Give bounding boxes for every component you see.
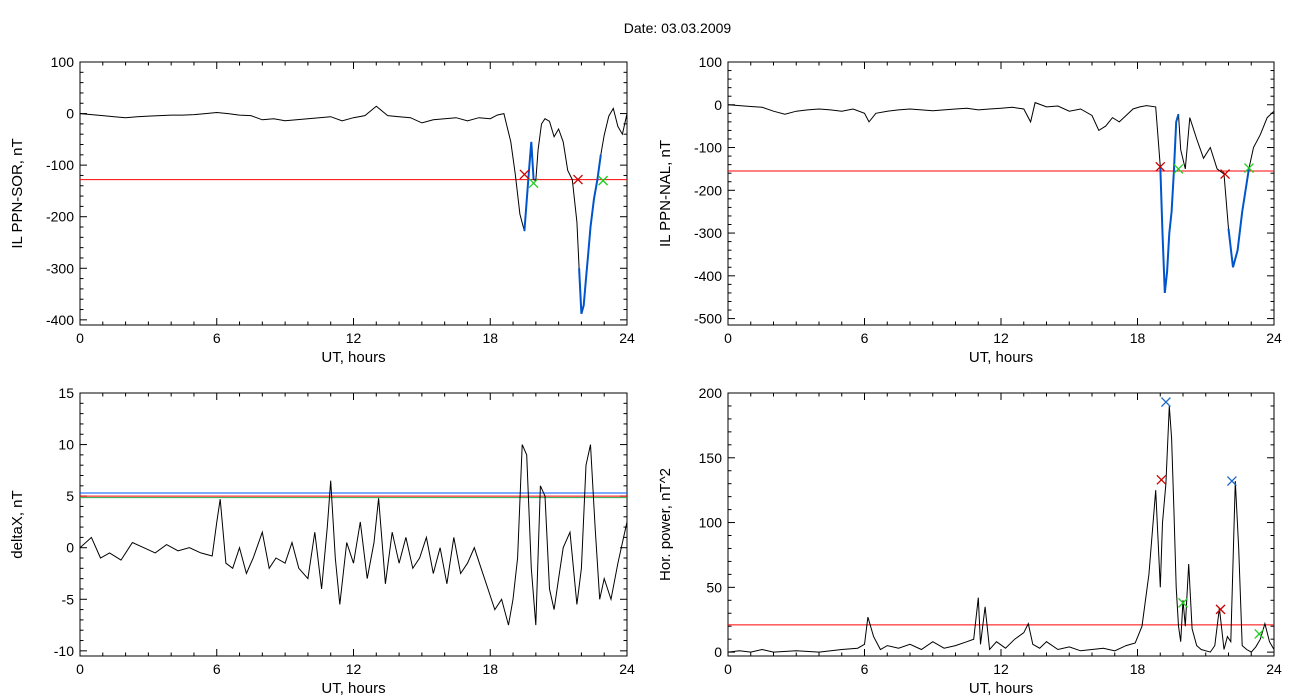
- plot-frame: [727, 392, 1275, 657]
- x-tick-label: 18: [1130, 330, 1146, 346]
- y-tick-label: -300: [694, 225, 722, 241]
- y-tick-label: 100: [699, 54, 723, 70]
- x-axis-label: UT, hours: [321, 349, 385, 366]
- plot-frame: [727, 61, 1275, 326]
- marker-red: [573, 174, 583, 185]
- x-tick-label: 24: [619, 661, 635, 677]
- marker-red: [519, 169, 530, 180]
- y-axis-label: IL PPN-SOR, nT: [9, 138, 26, 248]
- highlight-segment: [1159, 113, 1180, 294]
- marker-red: [1155, 161, 1166, 172]
- y-tick-label: -200: [46, 209, 74, 225]
- marker-green: [598, 175, 609, 186]
- x-tick-label: 18: [482, 330, 498, 346]
- y-tick-label: 200: [699, 385, 723, 401]
- y-tick-label: -10: [54, 643, 74, 659]
- plot-frame: [79, 61, 628, 326]
- x-tick-label: 6: [213, 330, 221, 346]
- marker-red: [1220, 169, 1231, 180]
- x-tick-label: 0: [76, 330, 84, 346]
- y-tick-label: -500: [694, 311, 722, 327]
- x-tick-label: 0: [724, 661, 732, 677]
- y-tick-label: 0: [66, 540, 74, 556]
- y-tick-label: -100: [46, 157, 74, 173]
- y-axis-label: IL PPN-NAL, nT: [657, 140, 674, 247]
- y-axis-label: deltaX, nT: [9, 490, 26, 558]
- marker-blue: [1226, 476, 1237, 487]
- x-axis-label: UT, hours: [969, 349, 1033, 366]
- series-line: [727, 405, 1275, 653]
- marker-green: [1173, 163, 1184, 174]
- page-title: Date: 03.03.2009: [623, 20, 732, 36]
- highlight-segment: [1227, 167, 1250, 268]
- x-tick-label: 18: [1130, 661, 1146, 677]
- x-tick-label: 12: [993, 330, 1009, 346]
- series-line: [727, 101, 1275, 293]
- marker-green: [1244, 163, 1254, 174]
- marker-green: [528, 178, 539, 189]
- x-tick-label: 12: [346, 330, 362, 346]
- highlight-segment: [578, 154, 602, 314]
- x-tick-label: 6: [213, 661, 221, 677]
- y-tick-label: -100: [694, 140, 722, 156]
- y-tick-label: 100: [699, 515, 723, 531]
- marker-green: [1254, 629, 1265, 639]
- plot-il-ppn-nal: 0 6 12 18 24 100 0 -100 -200 -300 -400 -500 UT, hour…: [657, 54, 1282, 366]
- marker-red: [1156, 474, 1167, 485]
- x-axis-label: UT, hours: [969, 680, 1033, 697]
- y-tick-label: 100: [51, 54, 75, 70]
- marker-red: [1215, 604, 1226, 615]
- x-tick-label: 24: [1266, 330, 1282, 346]
- highlight-segment: [523, 141, 535, 232]
- plot-il-ppn-sor: 0 6 12 18 24 100 0 -100 -200 -300 -400 UT, hours IL …: [9, 54, 635, 366]
- y-tick-label: 5: [66, 488, 74, 504]
- x-tick-label: 0: [76, 661, 84, 677]
- y-tick-label: 0: [714, 97, 722, 113]
- y-tick-label: -300: [46, 260, 74, 276]
- y-tick-label: 50: [706, 579, 722, 595]
- y-tick-label: 0: [66, 106, 74, 122]
- x-tick-label: 6: [861, 330, 869, 346]
- series-line: [79, 105, 628, 314]
- y-tick-label: -200: [694, 182, 722, 198]
- plot-hor-power: 0 6 12 18 24 200 150 100 50 0 UT, hours Hor. power,…: [657, 385, 1282, 697]
- y-axis-label: Hor. power, nT^2: [657, 468, 674, 581]
- y-tick-label: -400: [694, 268, 722, 284]
- x-tick-label: 12: [993, 661, 1009, 677]
- x-axis-label: UT, hours: [321, 680, 385, 697]
- y-tick-label: -5: [62, 591, 75, 607]
- x-tick-label: 12: [346, 661, 362, 677]
- marker-blue: [1160, 397, 1171, 408]
- y-tick-label: -400: [46, 312, 74, 328]
- plot-delta-x: 0 6 12 18 24 15 10 5 0 -5 -10 UT, hours deltaX, nT: [9, 385, 635, 697]
- marker-green: [1178, 597, 1188, 608]
- y-tick-label: 15: [58, 385, 74, 401]
- y-tick-label: 10: [58, 437, 74, 453]
- plot-frame: [79, 392, 628, 657]
- series-line: [79, 444, 628, 626]
- x-tick-label: 18: [482, 661, 498, 677]
- y-tick-label: 0: [714, 644, 722, 660]
- x-tick-label: 24: [1266, 661, 1282, 677]
- x-tick-label: 0: [724, 330, 732, 346]
- y-tick-label: 150: [699, 450, 723, 466]
- x-tick-label: 6: [861, 661, 869, 677]
- x-tick-label: 24: [619, 330, 635, 346]
